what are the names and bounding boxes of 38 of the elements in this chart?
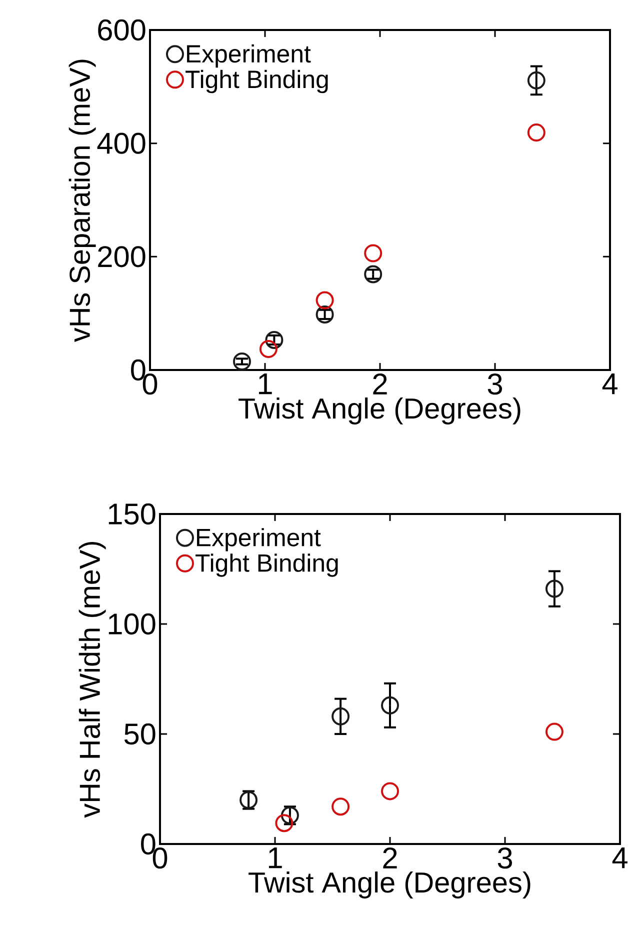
point — [527, 71, 546, 90]
point — [332, 798, 350, 816]
point — [233, 352, 252, 370]
x-tick-label: 2 — [383, 848, 397, 868]
point — [364, 265, 382, 284]
point — [381, 782, 400, 800]
y-tick-label: 200 — [98, 246, 146, 268]
point — [332, 707, 350, 726]
point — [316, 305, 334, 324]
point — [545, 722, 564, 741]
legend-label: Tight Binding — [186, 70, 328, 94]
point — [381, 696, 400, 714]
x-tick-label: 2 — [373, 374, 387, 394]
point — [265, 330, 284, 349]
legend-label: Tight Binding — [196, 554, 338, 577]
y-tick-label: 100 — [108, 613, 156, 635]
y-axis-title: vHs Half Width (meV) — [78, 542, 106, 818]
point — [275, 814, 294, 832]
x-axis-title: Twist Angle (Degrees) — [238, 398, 520, 424]
y-tick-label: 600 — [98, 19, 146, 41]
x-tick-label: 4 — [612, 848, 628, 868]
point — [364, 244, 382, 262]
legend-label: Experiment — [187, 44, 311, 68]
x-tick-label: 1 — [268, 848, 282, 868]
x-tick-label: 4 — [602, 374, 618, 394]
x-tick-label: 3 — [498, 848, 512, 869]
y-tick-label: 150 — [108, 503, 156, 525]
point — [259, 340, 278, 358]
x-axis-title: Twist Angle (Degrees) — [248, 872, 530, 898]
y-axis-title: vHs Separation (meV) — [68, 60, 96, 342]
point — [545, 580, 564, 598]
point — [316, 291, 334, 310]
point — [527, 124, 546, 142]
legend-label: Experiment — [197, 528, 321, 552]
y-tick-label: 50 — [124, 723, 156, 745]
y-tick-label: 400 — [97, 132, 146, 154]
x-tick-label: 3 — [488, 374, 502, 395]
x-tick-label: 1 — [258, 374, 272, 394]
